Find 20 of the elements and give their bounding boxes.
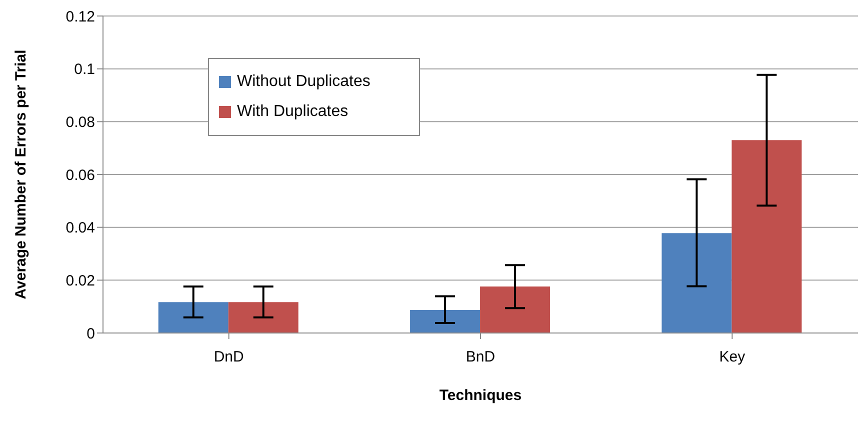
x-tick-label: Key: [719, 348, 746, 366]
bar: [158, 302, 228, 333]
y-tick-label: 0: [86, 325, 95, 342]
y-tick-label: 0.02: [66, 272, 95, 290]
bar: [228, 302, 298, 333]
bar: [480, 286, 550, 333]
y-axis-title: Average Number of Errors per Trial: [12, 50, 30, 300]
bar: [662, 233, 732, 333]
legend-label: With Duplicates: [237, 102, 348, 122]
x-axis-title: Techniques: [439, 387, 522, 404]
legend-label: Without Duplicates: [237, 72, 370, 92]
x-tick-label: DnD: [214, 348, 244, 366]
y-tick-label: 0.04: [66, 220, 95, 237]
bar: [410, 310, 480, 333]
y-tick-label: 0.06: [66, 166, 95, 184]
bar: [732, 140, 802, 333]
x-tick-label: BnD: [466, 348, 496, 366]
y-tick-label: 0.1: [74, 61, 95, 78]
y-tick-label: 0.12: [66, 8, 95, 26]
y-tick-label: 0.08: [66, 114, 95, 131]
